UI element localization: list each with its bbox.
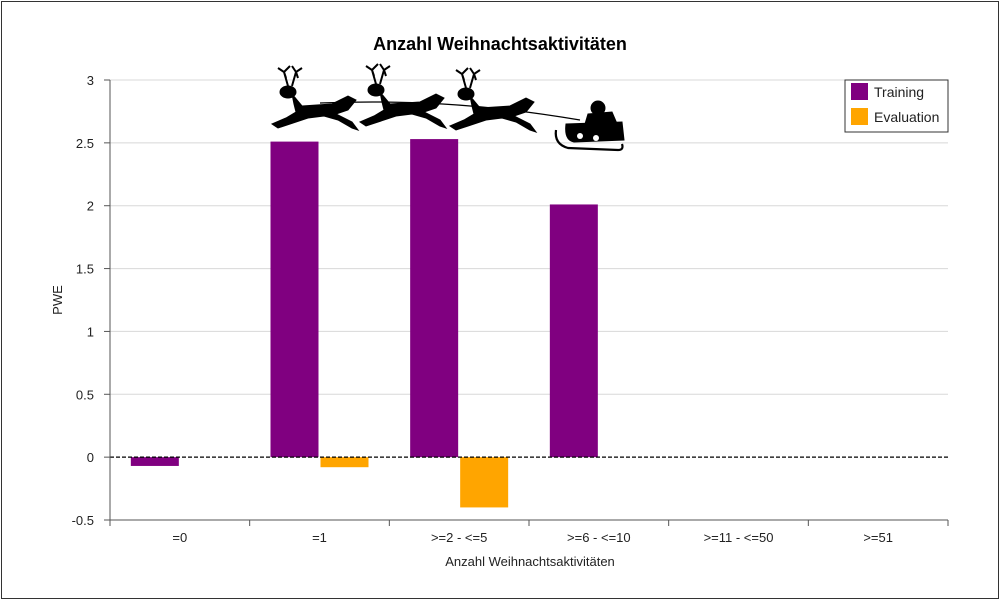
- bar-training-2: [410, 139, 459, 458]
- x-tick-label: =1: [312, 530, 327, 545]
- y-tick-label: 1: [87, 324, 94, 339]
- x-axis-ticks: =0 =1 >=2 - <=5 >=6 - <=10 >=11 - <=50 >=51: [109, 520, 949, 545]
- bar-evaluation-2: [460, 457, 509, 508]
- x-tick-label: >=2 - <=5: [431, 530, 487, 545]
- bar-evaluation-1: [320, 457, 369, 468]
- y-tick-label: 0: [87, 450, 94, 465]
- x-tick-label: >=6 - <=10: [567, 530, 631, 545]
- legend-label-training: Training: [874, 84, 924, 100]
- legend-label-evaluation: Evaluation: [874, 109, 939, 125]
- legend-swatch-evaluation: [851, 108, 868, 125]
- x-axis-title: Anzahl Weihnachtsaktivitäten: [445, 554, 615, 569]
- y-axis-ticks: -0.5 0 0.5 1 1.5 2 2.5 3: [72, 73, 110, 528]
- chart-title: Anzahl Weihnachtsaktivitäten: [373, 34, 627, 54]
- x-tick-label: >=51: [863, 530, 893, 545]
- legend: Training Evaluation: [844, 79, 949, 133]
- bar-training-3: [549, 204, 598, 458]
- y-tick-label: 3: [87, 73, 94, 88]
- bar-training-1: [270, 141, 319, 458]
- y-tick-label: 2: [87, 199, 94, 214]
- y-tick-label: 2.5: [76, 136, 94, 151]
- y-tick-label: 0.5: [76, 387, 94, 402]
- gridlines: [110, 79, 948, 521]
- santa-sleigh-reindeer-icon: [270, 63, 625, 152]
- bar-training-0: [130, 457, 179, 466]
- legend-swatch-training: [851, 83, 868, 100]
- x-tick-label: =0: [172, 530, 187, 545]
- y-tick-label: -0.5: [72, 513, 94, 528]
- bars: [130, 139, 598, 508]
- x-tick-label: >=11 - <=50: [704, 530, 774, 545]
- y-axis-title: PWE: [50, 285, 65, 315]
- y-tick-label: 1.5: [76, 262, 94, 277]
